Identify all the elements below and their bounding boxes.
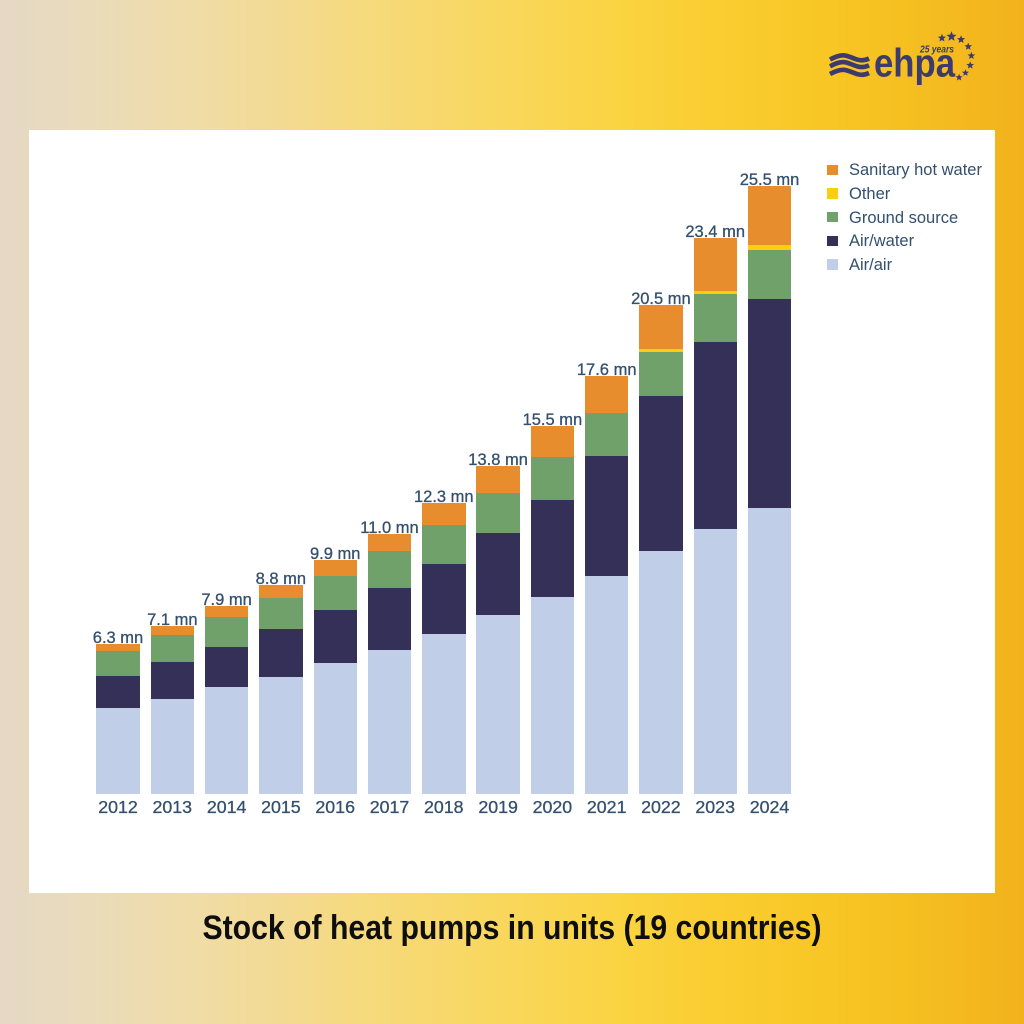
svg-text:ehpa: ehpa [874,42,956,86]
svg-text:25 years: 25 years [919,44,954,56]
